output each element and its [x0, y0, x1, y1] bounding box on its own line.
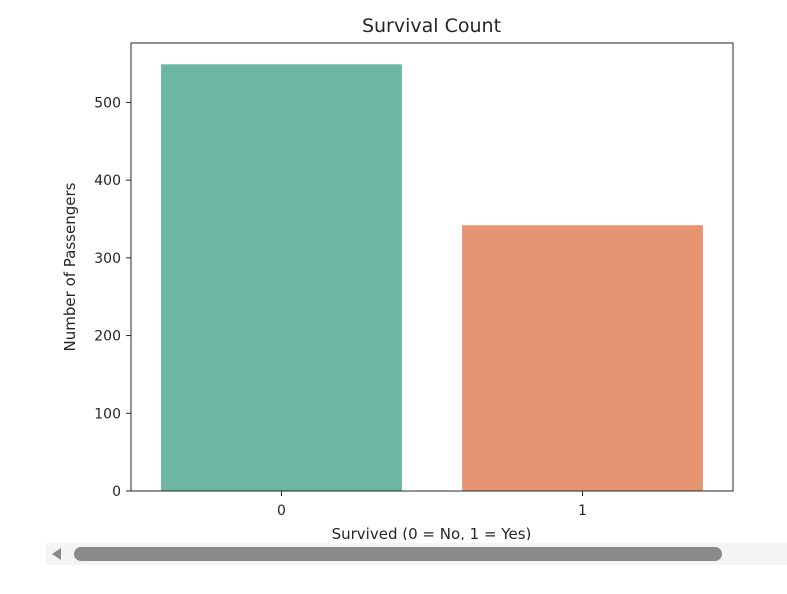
chart-title: Survival Count: [362, 15, 501, 37]
y-tick-label: 100: [94, 406, 121, 422]
y-tick-label: 400: [94, 173, 121, 189]
y-tick-label: 500: [94, 95, 121, 111]
bars-group: [161, 64, 703, 492]
y-axis-label: Number of Passengers: [61, 182, 79, 351]
bar-1: [462, 225, 703, 492]
y-tick-label: 200: [94, 329, 121, 345]
x-tick-label: 0: [277, 503, 286, 519]
y-axis-ticks: 0 100 200 300 400 500: [94, 95, 131, 500]
horizontal-scrollbar[interactable]: [46, 543, 787, 565]
y-tick-label: 0: [112, 484, 121, 500]
y-tick-label: 300: [94, 251, 121, 267]
plot-frame: [130, 42, 734, 492]
x-axis-label: Survived (0 = No, 1 = Yes): [332, 525, 532, 540]
triangle-left-icon[interactable]: [52, 548, 61, 560]
x-tick-label: 1: [578, 503, 587, 519]
scrollbar-thumb[interactable]: [74, 547, 722, 561]
bar-0: [161, 64, 402, 491]
